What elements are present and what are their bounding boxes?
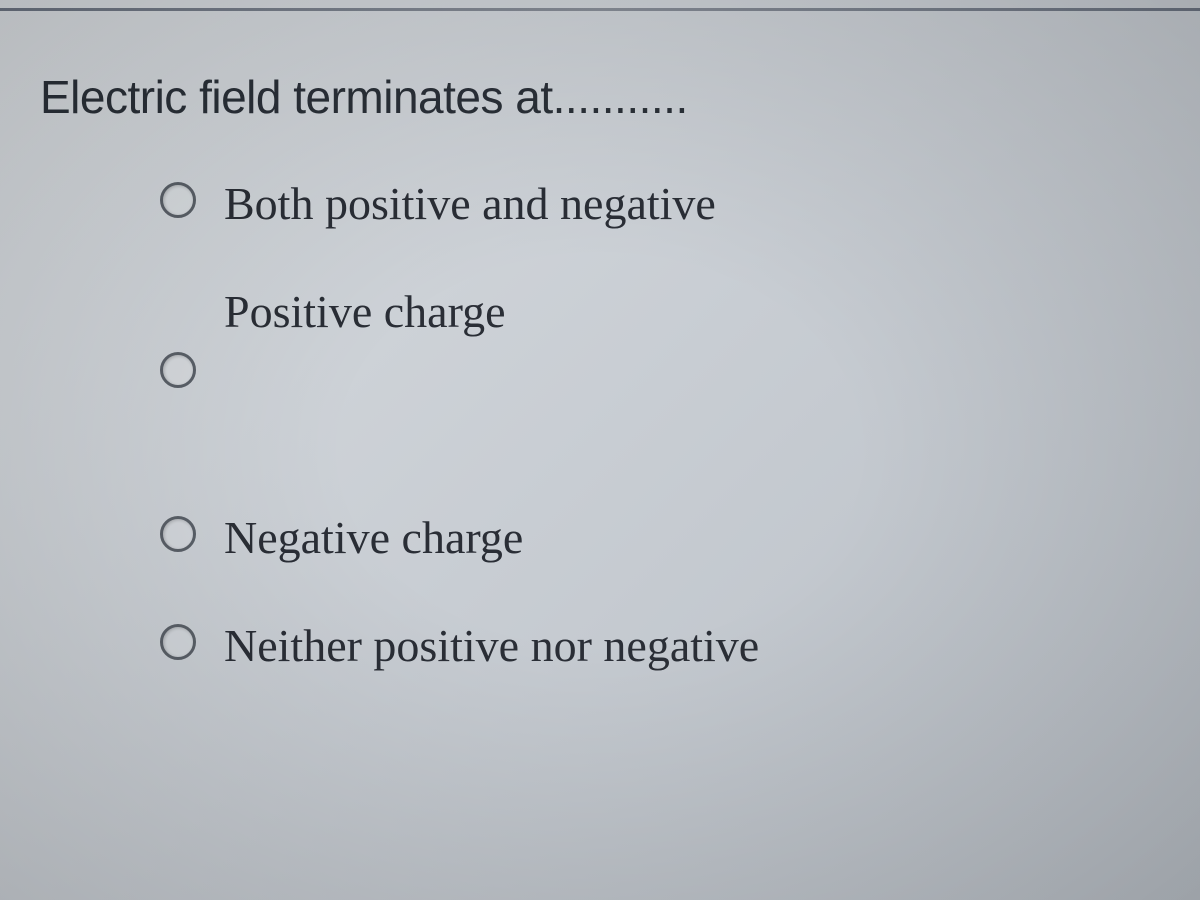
option-label: Positive charge xyxy=(224,282,505,342)
option-row: Negative charge xyxy=(160,508,1160,568)
option-row: Neither positive nor negative xyxy=(160,616,1160,676)
option-row: Positive charge xyxy=(160,282,1160,388)
question-text: Electric field terminates at........... xyxy=(40,70,1160,124)
option-label: Both positive and negative xyxy=(224,174,716,234)
radio-button[interactable] xyxy=(160,352,196,388)
option-row: Both positive and negative xyxy=(160,174,1160,234)
options-list: Both positive and negative Positive char… xyxy=(40,174,1160,675)
radio-button[interactable] xyxy=(160,516,196,552)
radio-button[interactable] xyxy=(160,624,196,660)
radio-button[interactable] xyxy=(160,182,196,218)
question-container: Electric field terminates at........... … xyxy=(0,0,1200,763)
top-divider xyxy=(0,8,1200,11)
option-label: Neither positive nor negative xyxy=(224,616,759,676)
option-label: Negative charge xyxy=(224,508,523,568)
